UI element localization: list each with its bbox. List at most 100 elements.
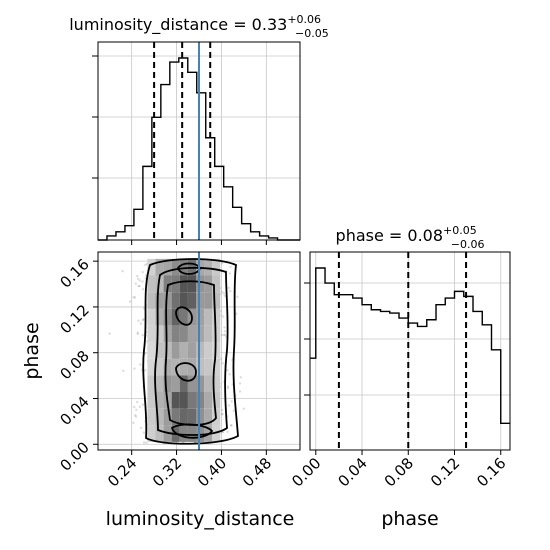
density-cell xyxy=(147,408,156,426)
sample-point xyxy=(221,413,224,416)
density-cell xyxy=(204,375,213,392)
sample-point xyxy=(226,386,230,390)
sample-point xyxy=(220,262,224,265)
density-cell xyxy=(171,275,180,293)
density-cell xyxy=(196,342,205,359)
sample-point xyxy=(128,300,132,303)
density-cell xyxy=(155,408,164,426)
density-cell xyxy=(204,342,213,359)
density-cell xyxy=(204,325,213,343)
density-cell xyxy=(196,292,205,309)
sample-point xyxy=(220,408,224,412)
density-cell xyxy=(204,358,213,376)
sample-point xyxy=(136,400,139,404)
sample-point xyxy=(223,294,226,297)
density-cell xyxy=(204,408,213,426)
density-cell xyxy=(147,342,156,359)
sample-point xyxy=(227,286,230,290)
density-cell xyxy=(147,275,156,293)
x-axis-label-phase: phase xyxy=(381,508,438,530)
sample-point xyxy=(239,376,242,379)
sample-point xyxy=(138,279,141,282)
sample-point xyxy=(142,441,146,444)
density-cell xyxy=(171,308,180,326)
sample-point xyxy=(238,390,242,393)
sample-point xyxy=(221,412,224,416)
density-cell xyxy=(147,392,156,409)
sample-point xyxy=(221,362,224,365)
sample-point xyxy=(226,369,229,372)
density-cell xyxy=(155,308,164,326)
sample-point xyxy=(137,284,140,288)
density-cell xyxy=(179,308,188,326)
sample-point xyxy=(137,277,140,280)
density-cell xyxy=(155,342,164,359)
contour-inner-1 xyxy=(164,280,217,426)
density-cell xyxy=(187,325,196,343)
sample-point xyxy=(229,265,232,268)
density-cell xyxy=(187,358,196,376)
sample-point xyxy=(223,333,227,337)
density-cell xyxy=(187,275,196,293)
density-cell xyxy=(196,275,205,293)
sample-point xyxy=(222,292,225,295)
x-axis-label-luminosity-distance: luminosity_distance xyxy=(106,508,295,530)
sample-point xyxy=(138,405,142,408)
sample-point xyxy=(133,405,136,409)
sample-point xyxy=(144,352,147,355)
density-cell xyxy=(187,375,196,392)
sample-point xyxy=(229,289,232,293)
density-cell xyxy=(196,408,205,426)
phase-quantile-lines xyxy=(337,252,468,450)
sample-point xyxy=(141,288,145,291)
density-cell xyxy=(171,292,180,309)
density-cell xyxy=(179,292,188,309)
density-cell xyxy=(187,292,196,309)
density-cell xyxy=(179,258,188,276)
sample-point xyxy=(219,357,223,361)
sample-point xyxy=(135,408,138,412)
density-cell xyxy=(163,275,172,293)
sample-point xyxy=(136,332,140,336)
density-cell xyxy=(212,425,221,442)
sample-point xyxy=(141,271,144,274)
sample-point xyxy=(228,373,231,376)
sample-point xyxy=(227,404,231,407)
sample-point xyxy=(228,272,231,275)
sample-point xyxy=(232,409,235,412)
sample-point xyxy=(145,441,148,444)
sample-point xyxy=(223,330,227,333)
density-cell xyxy=(163,375,172,392)
sample-point xyxy=(222,315,225,318)
phase-marginal-frame xyxy=(309,251,511,451)
sample-point xyxy=(121,270,124,273)
density-cell xyxy=(212,392,221,409)
contour-inner-5 xyxy=(175,362,197,382)
density-cell xyxy=(204,258,213,276)
density-cell xyxy=(155,325,164,343)
sample-point xyxy=(122,369,125,373)
sample-point xyxy=(136,274,139,278)
ld-quantile-lines xyxy=(153,42,212,240)
density-cell xyxy=(155,425,164,442)
ld-marginal-frame xyxy=(97,41,301,241)
density-cell xyxy=(204,292,213,309)
density-cell xyxy=(204,308,213,326)
sample-point xyxy=(138,284,141,288)
density-cell xyxy=(196,325,205,343)
density-cell xyxy=(155,358,164,376)
density-cell xyxy=(179,342,188,359)
density-cell xyxy=(171,375,180,392)
density-cell xyxy=(147,375,156,392)
contour-outer xyxy=(142,258,239,445)
density-cell xyxy=(171,408,180,426)
density-cell xyxy=(155,258,164,276)
sample-point xyxy=(141,318,145,322)
luminosity-distance-histogram xyxy=(98,57,300,241)
sample-point xyxy=(132,296,135,299)
density-cell xyxy=(147,292,156,309)
sample-point xyxy=(134,415,138,418)
density-cell xyxy=(163,358,172,376)
sample-point xyxy=(144,369,147,372)
sample-point xyxy=(242,407,245,410)
